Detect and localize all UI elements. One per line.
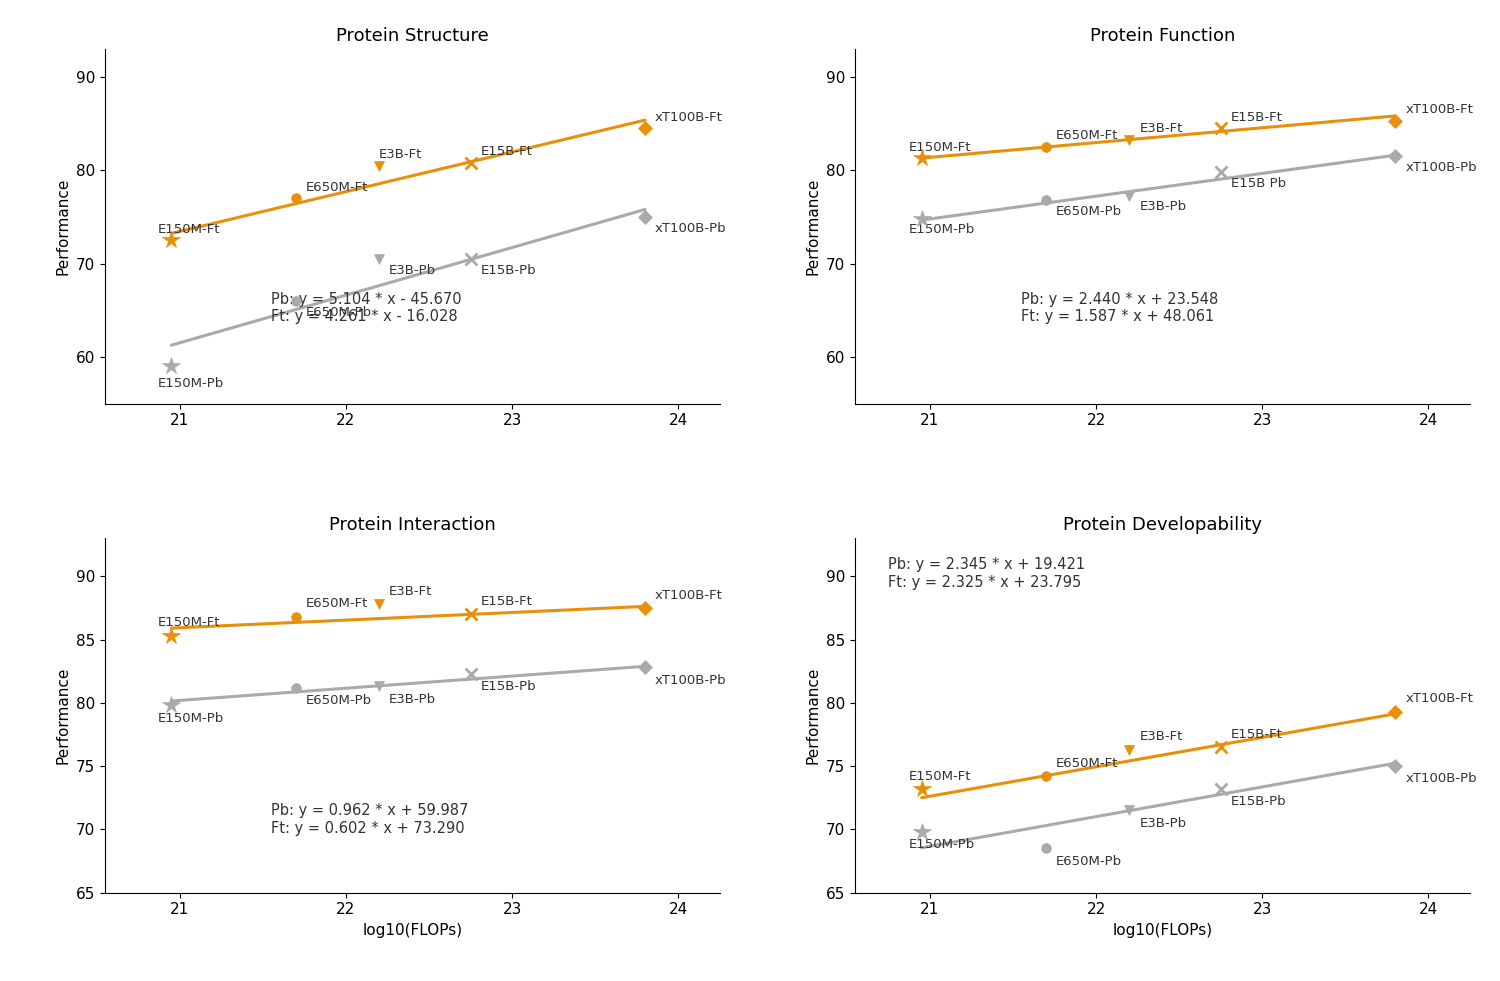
Text: E150M-Ft: E150M-Ft — [158, 223, 220, 235]
Text: xT100B-Pb: xT100B-Pb — [1406, 772, 1478, 786]
Text: E650M-Ft: E650M-Ft — [1056, 757, 1119, 770]
Text: E15B-Pb: E15B-Pb — [480, 680, 536, 693]
Text: Pb: y = 0.962 * x + 59.987
Ft: y = 0.602 * x + 73.290: Pb: y = 0.962 * x + 59.987 Ft: y = 0.602… — [272, 803, 468, 836]
Text: E150M-Ft: E150M-Ft — [909, 769, 970, 783]
Text: E650M-Pb: E650M-Pb — [306, 694, 372, 707]
Y-axis label: Performance: Performance — [56, 178, 70, 275]
Title: Protein Interaction: Protein Interaction — [328, 516, 496, 534]
Text: E150M-Ft: E150M-Ft — [158, 616, 220, 630]
Text: E650M-Ft: E650M-Ft — [1056, 129, 1119, 142]
Text: E15B-Pb: E15B-Pb — [1230, 796, 1287, 808]
Text: xT100B-Pb: xT100B-Pb — [656, 222, 726, 234]
Text: E3B-Pb: E3B-Pb — [388, 264, 436, 277]
Text: E650M-Pb: E650M-Pb — [1056, 854, 1122, 868]
Text: xT100B-Pb: xT100B-Pb — [1406, 161, 1478, 174]
Text: E15B-Pb: E15B-Pb — [480, 264, 536, 277]
Text: xT100B-Ft: xT100B-Ft — [1406, 103, 1473, 116]
Y-axis label: Performance: Performance — [56, 667, 70, 764]
Text: E15B-Ft: E15B-Ft — [1230, 111, 1282, 124]
Text: E150M-Pb: E150M-Pb — [909, 839, 975, 852]
Title: Protein Structure: Protein Structure — [336, 26, 489, 45]
Text: E150M-Pb: E150M-Pb — [158, 711, 225, 725]
Text: E650M-Pb: E650M-Pb — [1056, 205, 1122, 218]
Text: E3B-Pb: E3B-Pb — [388, 693, 436, 705]
Text: E150M-Ft: E150M-Ft — [909, 140, 970, 154]
Text: E650M-Ft: E650M-Ft — [306, 597, 369, 610]
Text: Pb: y = 2.440 * x + 23.548
Ft: y = 1.587 * x + 48.061: Pb: y = 2.440 * x + 23.548 Ft: y = 1.587… — [1022, 291, 1218, 325]
X-axis label: log10(FLOPs): log10(FLOPs) — [1113, 923, 1212, 938]
Title: Protein Function: Protein Function — [1090, 26, 1236, 45]
Y-axis label: Performance: Performance — [806, 667, 820, 764]
Text: E3B-Ft: E3B-Ft — [388, 585, 432, 597]
Text: E650M-Pb: E650M-Pb — [306, 305, 372, 319]
Y-axis label: Performance: Performance — [806, 178, 820, 275]
Text: E3B-Ft: E3B-Ft — [1140, 122, 1182, 134]
Text: E3B-Pb: E3B-Pb — [1140, 200, 1186, 213]
Text: E15B-Ft: E15B-Ft — [1230, 728, 1282, 741]
Text: xT100B-Pb: xT100B-Pb — [656, 674, 726, 687]
Text: Pb: y = 2.345 * x + 19.421
Ft: y = 2.325 * x + 23.795: Pb: y = 2.345 * x + 19.421 Ft: y = 2.325… — [888, 557, 1086, 590]
Text: E150M-Pb: E150M-Pb — [909, 224, 975, 236]
Title: Protein Developability: Protein Developability — [1064, 516, 1262, 534]
Text: xT100B-Ft: xT100B-Ft — [1406, 693, 1473, 705]
Text: E150M-Pb: E150M-Pb — [158, 378, 225, 390]
Text: xT100B-Ft: xT100B-Ft — [656, 589, 723, 601]
Text: Pb: y = 5.104 * x - 45.670
Ft: y = 4.261 * x - 16.028: Pb: y = 5.104 * x - 45.670 Ft: y = 4.261… — [272, 291, 462, 325]
Text: E3B-Ft: E3B-Ft — [1140, 730, 1182, 744]
X-axis label: log10(FLOPs): log10(FLOPs) — [363, 923, 462, 938]
Text: E15B-Ft: E15B-Ft — [480, 145, 532, 158]
Text: E15B-Ft: E15B-Ft — [480, 594, 532, 608]
Text: E650M-Ft: E650M-Ft — [306, 181, 369, 193]
Text: E3B-Ft: E3B-Ft — [380, 148, 423, 161]
Text: E3B-Pb: E3B-Pb — [1140, 817, 1186, 830]
Text: E15B Pb: E15B Pb — [1230, 177, 1286, 190]
Text: xT100B-Ft: xT100B-Ft — [656, 111, 723, 124]
